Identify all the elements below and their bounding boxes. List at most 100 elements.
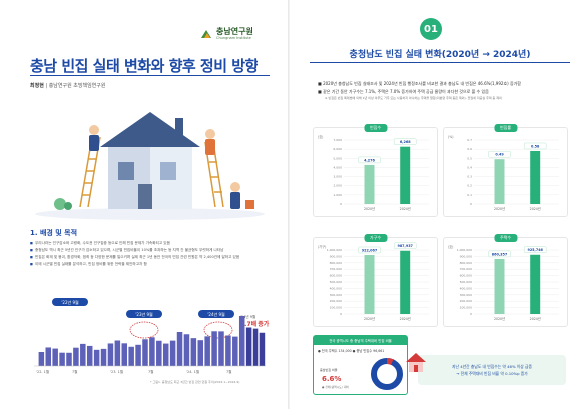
value-label: 6,268: [400, 140, 411, 144]
y-tick-label: 0.6: [467, 147, 472, 151]
complaint-bar: [190, 338, 197, 366]
value-label: 0.58: [531, 144, 540, 148]
complaint-bar: [197, 340, 204, 366]
housing-chart: (호) 1,000,000 900,000 800,000 700,000 600,000…: [448, 244, 559, 321]
panel-tag: 가구수: [363, 234, 388, 242]
annotation-pill-2: [126, 310, 162, 318]
callout-label: '24년 9월: [240, 314, 255, 319]
vacancy-rate-chart: (%) 0.7 0.6 0.5 0.4 0.3 0.2 0.1 0 0.49 2020년 0.58 20…: [448, 135, 559, 211]
panel-tag: 빈집수: [363, 124, 388, 132]
y-tick-label: 200,000: [330, 299, 342, 303]
bullet-footnote: ※ 빈집은 빈집 특례법에 의해 1년 이상 아무도 거주 또는 사용하지 아니…: [325, 96, 502, 100]
conclusion-text: 지난 4년간 충남도 내 빈집수는 약 46% 이상 급증 → 전체 주택대비 빈…: [452, 363, 532, 377]
value-label-box: [523, 142, 547, 150]
y-tick-label: 800,000: [460, 261, 472, 265]
complaint-bar: [259, 332, 266, 366]
y-tick-label: 0: [470, 202, 472, 206]
ratio-donut: [371, 358, 403, 390]
house-renovation-illustration: [30, 92, 270, 222]
y-tick-label: 1,000: [333, 193, 342, 197]
panel-vacancy-rate: 빈집률 (%) 0.7 0.6 0.5 0.4 0.3 0.2 0.1 0 0.49 2020년 0.…: [443, 124, 568, 217]
y-tick-label: 1,000,000: [457, 248, 472, 252]
complaint-bar: [66, 352, 72, 366]
value-bar: [400, 146, 411, 204]
y-tick-label: 6,000: [333, 147, 342, 151]
value-label: 987,937: [397, 244, 413, 248]
complaint-bar: [204, 336, 210, 366]
value-label: 860,357: [492, 252, 508, 256]
x-tick-label: 7월: [226, 369, 231, 374]
unit-label: (%): [448, 135, 454, 139]
unit-label: (가구): [318, 244, 326, 249]
y-tick-label: 500,000: [330, 280, 342, 284]
complaint-bar: [80, 343, 86, 366]
complaint-bar: [183, 334, 190, 366]
summary-bullets: ■ 2020년 충청남도 빈집 실태조사 및 2024년 빈집 행정조사를 비교…: [318, 80, 568, 101]
panel-tag: 주택수: [493, 234, 518, 242]
logo-name-en: Chungnam Institute: [216, 36, 251, 40]
institute-logo: 충남연구원 Chungnam Institute: [200, 28, 253, 41]
panel-housing: 주택수 (호) 1,000,000 900,000 800,000 700,000 600…: [443, 234, 568, 327]
x-tick-label: 7월: [148, 369, 153, 374]
donut-ring: [371, 358, 403, 390]
complaint-bar: [52, 348, 58, 366]
value-bar: [400, 250, 411, 314]
complaint-bar: [38, 352, 45, 366]
y-tick-label: 1,000,000: [327, 248, 342, 252]
complaint-bar: [135, 344, 141, 366]
y-tick-label: 100,000: [460, 306, 472, 310]
complaint-trend-chart: '22년 9월 '23년 9월 '24년 9월 '24년 9월 1.7배 증가 …: [34, 298, 270, 374]
ratio-box-legend: ● 전국 주택수 134,000 ● 충남 빈집수 96,661: [318, 349, 385, 353]
author-line: 최정현 | 충남연구원 초빙책임연구원: [30, 83, 106, 89]
panel-vacant-houses: 빈집수 (호) 7,000 6,000 5,000 4,000 3,000 2,000 1,0…: [313, 124, 438, 217]
highlight-ring-1: [129, 321, 159, 339]
y-tick-label: 4,000: [333, 165, 342, 169]
unit-label: (호): [448, 244, 453, 249]
value-label: 4,276: [364, 158, 375, 162]
y-tick-label: 0.5: [467, 156, 472, 160]
value-label-box: [358, 156, 381, 164]
annotation-label-2: '23년 9월: [135, 311, 153, 317]
house-icon: [406, 353, 426, 372]
conclusion-line: → 전체 주택대비 빈집 비율 약 0.10%p 증가: [456, 371, 528, 376]
left-page: 충남연구원 Chungnam Institute 충남 빈집 실태 변화와 향후…: [0, 0, 290, 409]
y-tick-label: 400,000: [330, 286, 342, 290]
value-label-box: [393, 138, 417, 145]
institute-logo-icon: [201, 30, 211, 39]
y-tick-label: 300,000: [330, 293, 342, 297]
ratio-box-header: 전국 광역시도 중 충남의 주택대비 빈집 비율: [314, 336, 407, 345]
value-label-box: [523, 246, 547, 254]
y-tick-label: 900,000: [330, 254, 342, 258]
category-label: 2020년: [364, 316, 375, 321]
y-tick-label: 0.2: [467, 184, 472, 188]
category-label: 2020년: [494, 206, 505, 211]
value-label-box: [358, 246, 381, 254]
author-name: 최정현: [30, 83, 44, 89]
complaint-bar: [156, 340, 162, 366]
complaint-bar: [225, 335, 231, 366]
complaint-bar: [114, 340, 121, 366]
vacancy-ratio-box: 전국 광역시도 중 충남의 주택대비 빈집 비율 ● 전국 주택수 134,00…: [313, 335, 408, 395]
conclusion-box: 지난 4년간 충남도 내 빈집수는 약 46% 이상 급증 → 전체 주택대비 빈…: [406, 353, 566, 385]
annotation-label-3: '24년 9월: [207, 311, 225, 317]
complaint-bar: [149, 337, 155, 366]
annotation-pill-3: [198, 310, 234, 318]
y-tick-label: 3,000: [333, 175, 342, 179]
complaint-bar: [218, 331, 224, 366]
complaint-bar: [252, 328, 259, 366]
value-label-box: [393, 242, 417, 250]
list-item: 이에 시군별 빈집 실태를 분석하고, 빈집 정비를 위한 전략을 제안하고자 …: [30, 261, 270, 268]
category-label: 2024년: [530, 206, 541, 211]
value-bar: [530, 254, 541, 314]
complaint-bar: [142, 339, 148, 366]
complaint-bar: [211, 331, 217, 366]
y-tick-label: 0.1: [467, 193, 472, 197]
y-tick-label: 2,000: [333, 184, 342, 188]
x-tick-label: '22. 1월: [36, 369, 49, 374]
conclusion-line: 지난 4년간 충남도 내 빈집수는 약 46% 이상 급증: [452, 364, 532, 369]
list-item: 충청남도 역시 최근 5년간 인구가 감소하고 있으며, 시군별 빈집비율이 1…: [30, 247, 270, 254]
section-number-badge: 01: [420, 18, 442, 40]
y-tick-label: 700,000: [460, 267, 472, 271]
annotation-pill-1: [52, 298, 88, 306]
value-label: 922,067: [362, 248, 378, 252]
